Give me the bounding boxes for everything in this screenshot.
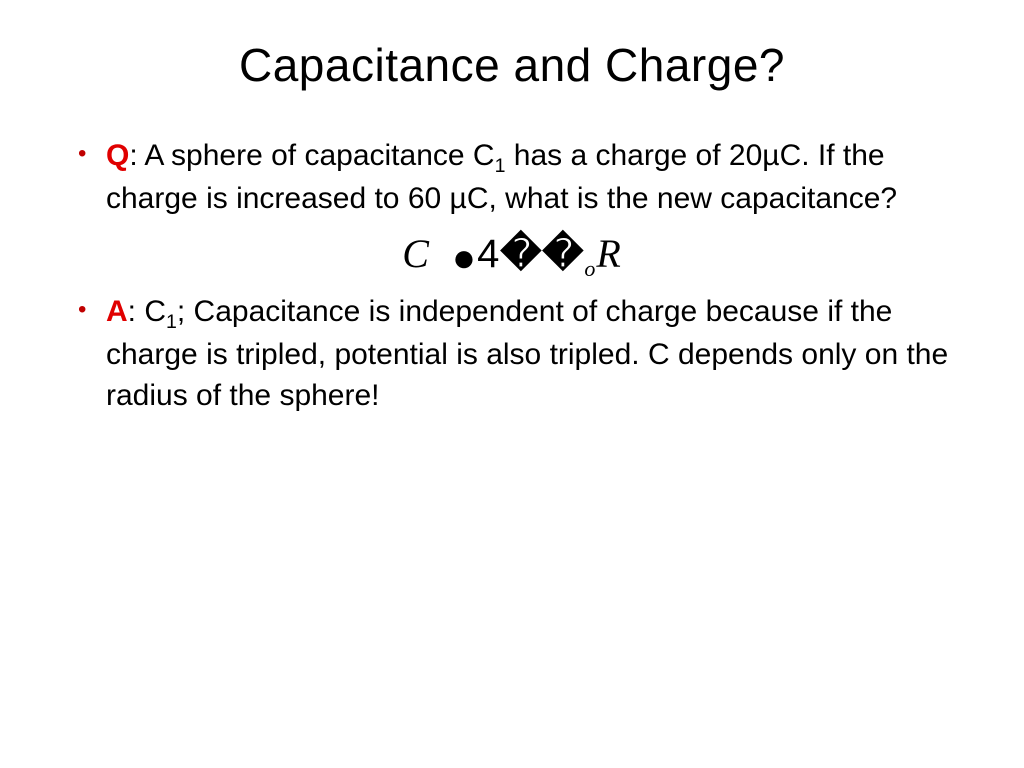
formula-C: C — [402, 231, 430, 276]
question-bullet: Q: A sphere of capacitance C1 has a char… — [70, 136, 954, 220]
formula-epsilon-sub: o — [584, 256, 596, 281]
slide-body-2: A: C1; Capacitance is independent of cha… — [70, 292, 954, 416]
formula-R: R — [596, 231, 621, 276]
formula-line: C ●4��oR — [70, 230, 954, 282]
question-label: Q — [106, 139, 129, 172]
slide-container: Capacitance and Charge? Q: A sphere of c… — [0, 0, 1024, 768]
question-text-1: : A sphere of capacitance C — [129, 139, 494, 172]
formula-pi-glyph: �� — [500, 232, 584, 276]
answer-text-2: ; Capacitance is independent of charge b… — [106, 295, 948, 412]
question-subscript: 1 — [495, 155, 506, 177]
slide-title: Capacitance and Charge? — [70, 38, 954, 92]
answer-subscript: 1 — [166, 311, 177, 333]
answer-label: A — [106, 295, 128, 328]
answer-text-1: : C — [128, 295, 166, 328]
answer-bullet: A: C1; Capacitance is independent of cha… — [70, 292, 954, 416]
formula-four: 4 — [477, 232, 500, 276]
slide-body: Q: A sphere of capacitance C1 has a char… — [70, 136, 954, 220]
formula-equals-dot: ● — [452, 234, 477, 281]
